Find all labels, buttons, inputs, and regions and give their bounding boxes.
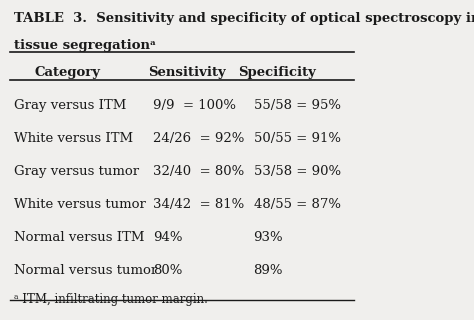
Text: 9/9  = 100%: 9/9 = 100% — [153, 99, 236, 112]
Text: tissue segregationᵃ: tissue segregationᵃ — [14, 39, 155, 52]
Text: TABLE  3.  Sensitivity and specificity of optical spectroscopy in: TABLE 3. Sensitivity and specificity of … — [14, 12, 474, 25]
Text: 48/55 = 87%: 48/55 = 87% — [254, 198, 341, 211]
Text: 50/55 = 91%: 50/55 = 91% — [254, 132, 341, 145]
Text: Gray versus ITM: Gray versus ITM — [14, 99, 126, 112]
Text: 32/40  = 80%: 32/40 = 80% — [153, 165, 245, 178]
Text: 94%: 94% — [153, 231, 183, 244]
Text: 55/58 = 95%: 55/58 = 95% — [254, 99, 341, 112]
Text: 80%: 80% — [153, 264, 182, 277]
Text: 53/58 = 90%: 53/58 = 90% — [254, 165, 341, 178]
Text: Specificity: Specificity — [238, 66, 316, 79]
Text: Sensitivity: Sensitivity — [148, 66, 226, 79]
Text: Category: Category — [34, 66, 100, 79]
Text: Normal versus tumor: Normal versus tumor — [14, 264, 157, 277]
Text: 89%: 89% — [254, 264, 283, 277]
Text: ᵃ ITM, infiltrating tumor margin.: ᵃ ITM, infiltrating tumor margin. — [14, 293, 208, 306]
Text: 34/42  = 81%: 34/42 = 81% — [153, 198, 245, 211]
Text: Gray versus tumor: Gray versus tumor — [14, 165, 139, 178]
Text: 93%: 93% — [254, 231, 283, 244]
Text: Normal versus ITM: Normal versus ITM — [14, 231, 144, 244]
Text: 24/26  = 92%: 24/26 = 92% — [153, 132, 245, 145]
Text: White versus tumor: White versus tumor — [14, 198, 146, 211]
Text: White versus ITM: White versus ITM — [14, 132, 133, 145]
